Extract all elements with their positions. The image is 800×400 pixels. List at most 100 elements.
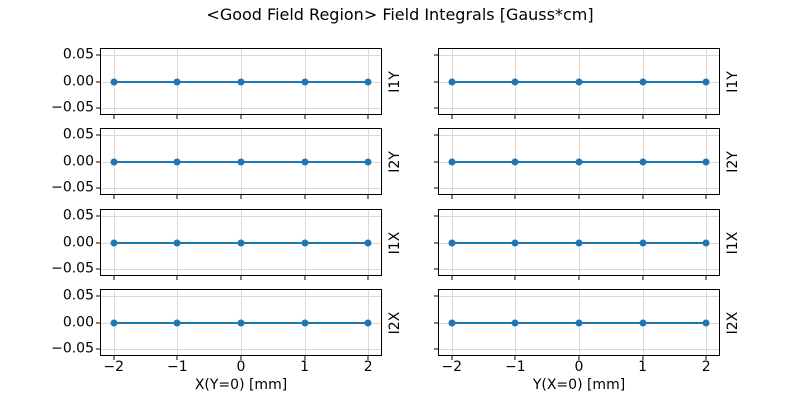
x-tick xyxy=(113,276,115,280)
y-tick xyxy=(96,187,100,189)
x-tick xyxy=(304,356,306,360)
x-tick xyxy=(240,276,242,280)
x-axis-label: Y(X=0) [mm] xyxy=(532,377,626,393)
y-axis-label-right: I2X xyxy=(725,311,741,334)
x-tick xyxy=(304,115,306,119)
gridline-horizontal xyxy=(101,108,381,110)
x-tick-label: −1 xyxy=(505,359,526,375)
y-tick xyxy=(434,54,438,56)
y-axis-label-right: I1Y xyxy=(725,70,741,93)
x-tick xyxy=(113,356,115,360)
x-tick xyxy=(304,276,306,280)
y-tick-label: 0.05 xyxy=(62,126,94,143)
y-tick-label: −0.05 xyxy=(51,99,94,116)
data-marker xyxy=(173,78,181,85)
data-marker xyxy=(702,319,710,326)
x-tick xyxy=(367,115,369,119)
y-tick xyxy=(434,107,438,109)
x-tick xyxy=(514,195,516,199)
x-tick xyxy=(642,115,644,119)
gridline-horizontal xyxy=(439,134,719,136)
subplot-i1y-col1: I1Y xyxy=(434,48,741,119)
data-marker xyxy=(639,319,647,326)
y-tick-label: 0.05 xyxy=(62,287,94,304)
gridline-horizontal xyxy=(101,54,381,56)
data-marker xyxy=(511,78,519,85)
subplot-i2x-col1: −2 −1 0 1 2 I2X Y(X=0) [mm] xyxy=(434,289,741,393)
data-marker xyxy=(702,158,710,165)
data-marker xyxy=(702,78,710,85)
data-marker xyxy=(575,239,583,246)
x-tick xyxy=(451,195,453,199)
y-tick xyxy=(96,54,100,56)
x-tick xyxy=(514,276,516,280)
y-tick xyxy=(434,215,438,217)
y-tick-label: 0.00 xyxy=(62,234,94,250)
x-tick xyxy=(705,276,707,280)
x-tick xyxy=(642,195,644,199)
y-tick xyxy=(434,295,438,297)
data-marker xyxy=(173,158,181,165)
x-tick xyxy=(240,115,242,119)
data-marker xyxy=(639,78,647,85)
x-tick xyxy=(705,356,707,360)
y-tick xyxy=(96,348,100,350)
y-tick xyxy=(96,242,100,243)
data-marker xyxy=(173,239,181,246)
x-tick xyxy=(451,115,453,119)
data-marker xyxy=(237,239,245,246)
x-tick xyxy=(367,276,369,280)
gridline-horizontal xyxy=(101,349,381,351)
figure-title: <Good Field Region> Field Integrals [Gau… xyxy=(206,5,594,24)
x-tick xyxy=(240,195,242,199)
data-marker xyxy=(511,319,519,326)
gridline-horizontal xyxy=(439,215,719,217)
data-marker xyxy=(364,158,372,165)
data-marker xyxy=(364,78,372,85)
data-marker xyxy=(448,319,456,326)
gridline-horizontal xyxy=(101,134,381,136)
gridline-horizontal xyxy=(101,295,381,297)
y-tick-label: −0.05 xyxy=(51,179,94,196)
y-tick-label: 0.00 xyxy=(62,73,94,89)
gridline-horizontal xyxy=(439,54,719,56)
y-tick xyxy=(96,215,100,217)
data-marker xyxy=(301,319,309,326)
y-tick xyxy=(96,295,100,297)
data-marker xyxy=(173,319,181,326)
x-tick-label: 2 xyxy=(363,359,373,375)
data-marker xyxy=(237,158,245,165)
subplot-i2y-col0: 0.05 0.00 −0.05 I2Y xyxy=(51,127,403,199)
x-tick-label: 1 xyxy=(638,359,648,375)
x-tick xyxy=(176,276,178,280)
x-tick xyxy=(451,356,453,360)
data-marker xyxy=(575,78,583,85)
x-tick xyxy=(176,195,178,199)
x-tick xyxy=(514,115,516,119)
x-axis-label: X(Y=0) [mm] xyxy=(194,377,288,393)
y-axis-label-right: I1Y xyxy=(387,70,403,93)
x-tick xyxy=(451,276,453,280)
subplot-i2y-col1: I2Y xyxy=(434,128,741,199)
data-marker xyxy=(702,239,710,246)
data-marker xyxy=(448,78,456,85)
x-tick xyxy=(113,195,115,199)
data-marker xyxy=(575,319,583,326)
y-tick-label: −0.05 xyxy=(51,340,94,357)
y-tick xyxy=(434,187,438,189)
gridline-horizontal xyxy=(439,295,719,297)
data-marker xyxy=(639,239,647,246)
y-tick xyxy=(434,161,438,162)
y-tick-label: −0.05 xyxy=(51,260,94,277)
x-tick xyxy=(578,276,580,280)
data-marker xyxy=(237,78,245,85)
data-marker xyxy=(511,239,519,246)
data-marker xyxy=(448,239,456,246)
data-marker xyxy=(301,239,309,246)
y-tick xyxy=(96,268,100,270)
y-tick xyxy=(96,134,100,136)
y-tick xyxy=(434,322,438,323)
data-marker xyxy=(237,319,245,326)
x-tick xyxy=(578,115,580,119)
